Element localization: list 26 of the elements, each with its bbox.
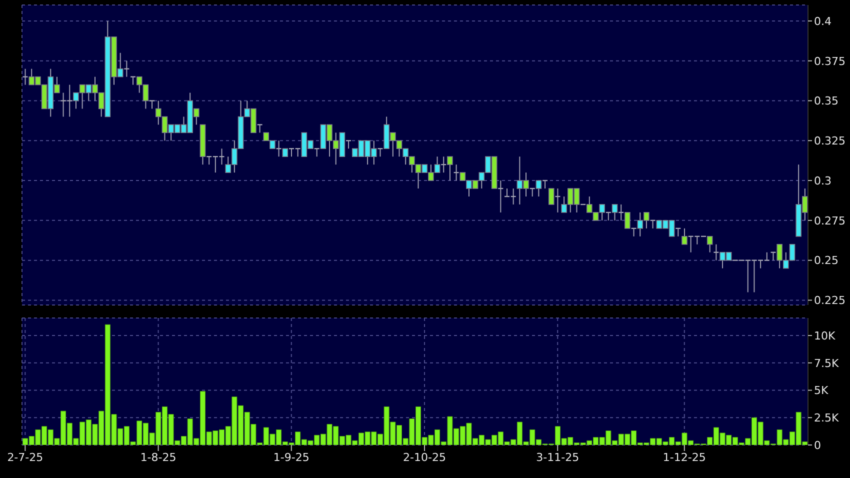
- y-tick-label: 0.275: [814, 214, 846, 228]
- x-tick-label: 3-11-25: [536, 450, 580, 464]
- y-tick-label: 5K: [814, 384, 829, 398]
- candlestick: [124, 60, 130, 78]
- y-tick-label: 0.3: [814, 174, 832, 188]
- x-tick-label: 1-8-25: [140, 450, 176, 464]
- candlestick: [624, 212, 630, 229]
- candlestick: [130, 76, 136, 86]
- candlestick: [548, 188, 554, 205]
- y-tick-label: 2.5K: [814, 412, 840, 425]
- x-tick-label: 2-10-25: [403, 450, 446, 464]
- y-tick-label: 10K: [814, 329, 836, 342]
- y-tick-label: 0: [814, 438, 821, 452]
- y-tick-label: 0.35: [814, 94, 838, 108]
- y-tick-label: 0.4: [814, 14, 832, 28]
- y-tick-label: 0.25: [814, 254, 838, 268]
- candlestick: [770, 252, 776, 261]
- candlestick: [22, 68, 28, 86]
- y-tick-label: 0.325: [814, 134, 846, 148]
- x-tick-label: 1-12-25: [662, 450, 706, 464]
- y-tick-label: 0.375: [814, 54, 846, 68]
- y-tick-label: 7.5K: [814, 356, 840, 370]
- y-tick-label: 0.225: [814, 294, 846, 308]
- x-tick-label: 1-9-25: [273, 450, 310, 464]
- candlestick: [713, 244, 720, 261]
- x-tick-label: 2-7-25: [7, 450, 44, 464]
